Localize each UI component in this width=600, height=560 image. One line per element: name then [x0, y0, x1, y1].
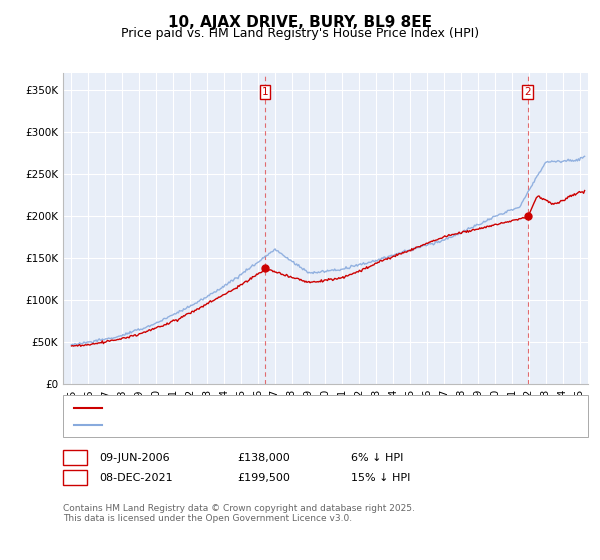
- Text: £199,500: £199,500: [237, 473, 290, 483]
- Text: 1: 1: [262, 87, 269, 97]
- Text: 15% ↓ HPI: 15% ↓ HPI: [351, 473, 410, 483]
- Text: 1: 1: [71, 452, 79, 463]
- Text: £138,000: £138,000: [237, 452, 290, 463]
- Text: HPI: Average price, semi-detached house, Bury: HPI: Average price, semi-detached house,…: [106, 420, 369, 430]
- Text: 6% ↓ HPI: 6% ↓ HPI: [351, 452, 403, 463]
- Text: 2: 2: [71, 473, 79, 483]
- Text: 10, AJAX DRIVE, BURY, BL9 8EE: 10, AJAX DRIVE, BURY, BL9 8EE: [168, 15, 432, 30]
- Text: 09-JUN-2006: 09-JUN-2006: [99, 452, 170, 463]
- Text: 10, AJAX DRIVE, BURY, BL9 8EE (semi-detached house): 10, AJAX DRIVE, BURY, BL9 8EE (semi-deta…: [106, 403, 412, 413]
- Text: Contains HM Land Registry data © Crown copyright and database right 2025.
This d: Contains HM Land Registry data © Crown c…: [63, 504, 415, 524]
- Text: Price paid vs. HM Land Registry's House Price Index (HPI): Price paid vs. HM Land Registry's House …: [121, 27, 479, 40]
- Text: 2: 2: [524, 87, 531, 97]
- Text: 08-DEC-2021: 08-DEC-2021: [99, 473, 173, 483]
